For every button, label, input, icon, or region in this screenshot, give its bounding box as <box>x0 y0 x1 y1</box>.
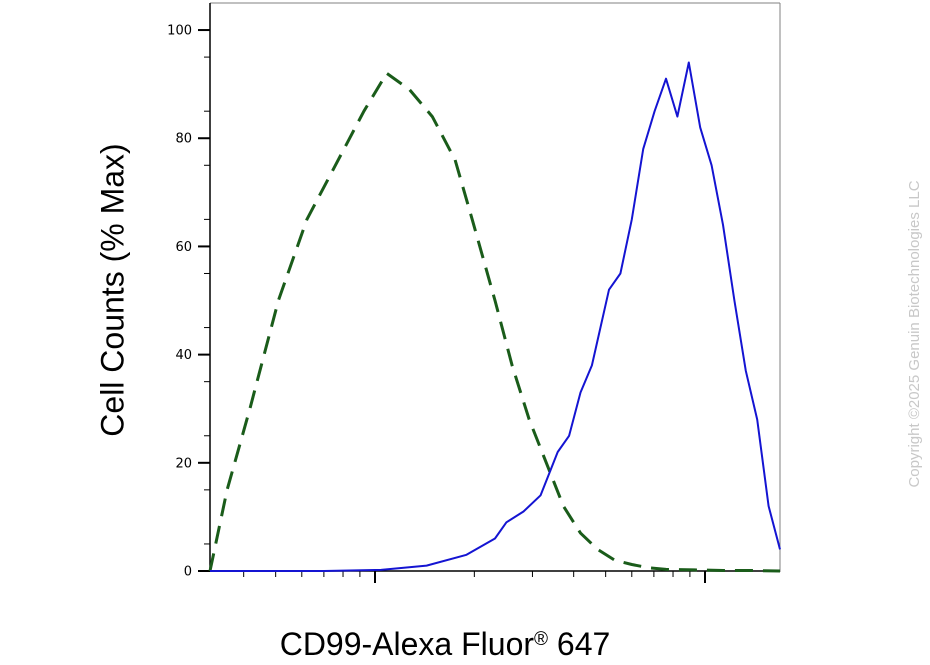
y-tick-label: 0 <box>184 565 192 580</box>
x-axis-title-registered: ® <box>534 629 548 650</box>
x-axis-title-suffix: 647 <box>548 626 610 662</box>
x-axis-ticks <box>243 571 706 583</box>
y-tick-label: 100 <box>167 24 192 39</box>
y-tick-label: 80 <box>175 132 192 147</box>
y-tick-label: 20 <box>175 456 192 471</box>
control-histogram-line <box>208 71 781 573</box>
y-axis-ticks <box>198 29 210 572</box>
x-axis-title-main: CD99-Alexa Fluor <box>280 626 535 662</box>
y-axis-title: Cell Counts (% Max) <box>94 143 130 436</box>
y-tick-label: 60 <box>175 240 192 255</box>
y-tick-label: 40 <box>175 348 192 363</box>
x-axis-title: CD99-Alexa Fluor® 647 <box>280 626 611 662</box>
copyright-watermark: Copyright ©2025 Genuin Biotechnologies L… <box>906 180 923 487</box>
series-layer <box>208 61 781 573</box>
y-axis-tick-labels: 0 20 40 60 80 100 <box>167 24 192 580</box>
stained-histogram-line <box>210 61 781 572</box>
